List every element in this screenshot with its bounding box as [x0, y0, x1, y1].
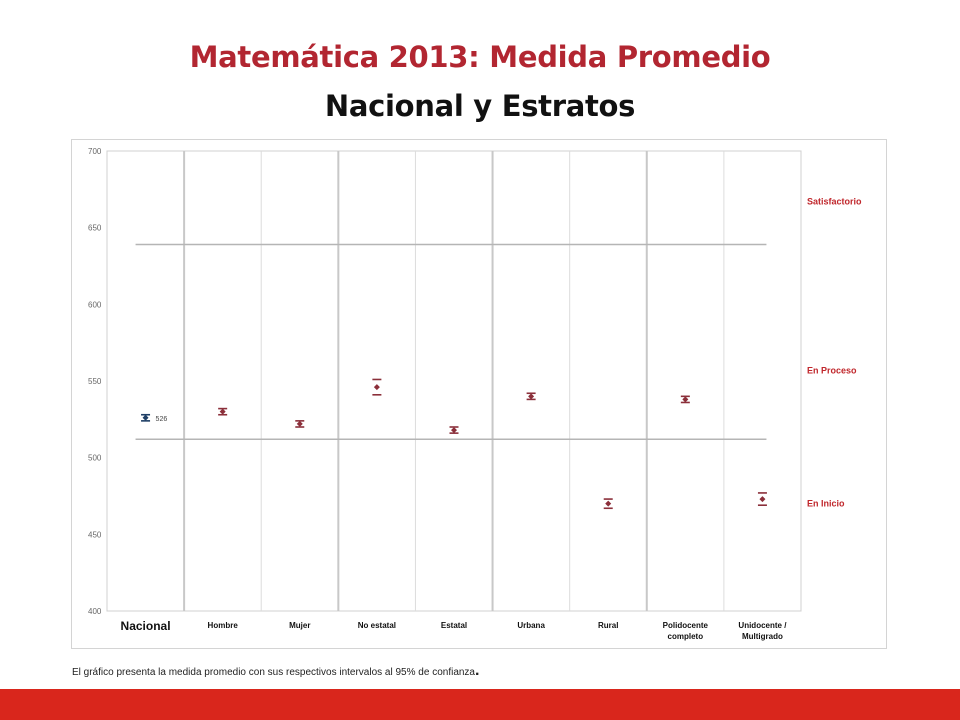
plot-area-border — [106, 150, 802, 612]
category-label-line: Urbana — [517, 621, 545, 630]
category-label: Urbana — [517, 621, 545, 630]
slide-subtitle: Nacional y Estratos — [324, 89, 636, 123]
mean-marker — [759, 496, 766, 503]
mean-data-label: 526 — [156, 416, 168, 423]
mean-marker — [142, 414, 149, 421]
level-label: En Proceso — [807, 365, 857, 375]
category-label: Rural — [598, 621, 618, 630]
y-tick-label: 600 — [88, 300, 102, 309]
slide-title: Matemática 2013: Medida Promedio — [189, 40, 771, 74]
mean-marker — [528, 393, 535, 400]
category-label: Unidocente / Multigrado — [738, 621, 787, 641]
category-label-line: Mujer — [289, 621, 310, 630]
mean-marker — [296, 420, 303, 427]
footnote: El gráfico presenta la medida promedio c… — [72, 662, 479, 680]
category-label: No estatal — [358, 621, 396, 630]
y-tick-label: 400 — [88, 607, 102, 616]
category-label-line: No estatal — [358, 621, 396, 630]
category-label: Estatal — [441, 621, 467, 630]
category-label-line: Polidocente — [663, 621, 709, 630]
y-tick-label: 500 — [88, 454, 102, 463]
category-label-line: Multigrado — [742, 632, 783, 641]
category-label-line: Estatal — [441, 621, 467, 630]
y-tick-label: 700 — [88, 147, 102, 156]
level-label: Satisfactorio — [807, 197, 862, 207]
footnote-period: . — [475, 662, 480, 679]
mean-marker — [605, 500, 612, 507]
y-tick-label: 650 — [88, 224, 102, 233]
mean-marker — [451, 427, 457, 434]
category-label-line: completo — [668, 632, 704, 641]
mean-marker — [373, 384, 380, 391]
category-label: Polidocente completo — [663, 621, 709, 641]
category-label: Nacional — [121, 619, 171, 633]
mean-marker — [219, 408, 226, 415]
category-label: Hombre — [208, 621, 239, 630]
y-tick-label: 450 — [88, 530, 102, 539]
chart-frame: 400 450 500 550 600 650 700 Satisfactorio En Pro… — [71, 139, 887, 649]
level-label: En Inicio — [807, 499, 845, 509]
footnote-text: El gráfico presenta la medida promedio c… — [72, 667, 475, 678]
category-label-line: Rural — [598, 621, 618, 630]
mean-score-chart: 400 450 500 550 600 650 700 Satisfactorio En Pro… — [88, 147, 862, 641]
y-tick-label: 550 — [88, 377, 102, 386]
bottom-accent-bar — [0, 689, 960, 720]
category-label-line: Nacional — [121, 619, 171, 633]
mean-marker — [682, 396, 689, 403]
category-label: Mujer — [289, 621, 310, 630]
category-label-line: Hombre — [208, 621, 239, 630]
category-label-line: Unidocente / — [738, 621, 787, 630]
